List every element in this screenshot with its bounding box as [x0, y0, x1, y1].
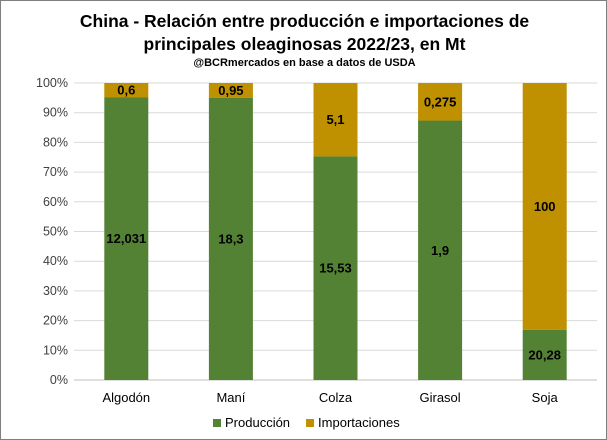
y-tick-label: 60% — [43, 195, 68, 209]
legend-label: Producción — [225, 415, 290, 430]
y-tick-label: 20% — [43, 314, 68, 328]
data-label: 0,6 — [117, 83, 135, 98]
data-label: 0,95 — [218, 83, 243, 98]
bar-segment — [418, 120, 463, 380]
bar-segment — [208, 83, 253, 98]
x-tick-label: Algodón — [102, 390, 150, 405]
x-tick-label: Maní — [216, 390, 245, 405]
data-label: 1,9 — [431, 243, 449, 258]
data-label: 18,3 — [218, 231, 243, 246]
data-label: 12,031 — [106, 231, 146, 246]
legend-swatch — [306, 419, 315, 427]
bar-segment — [104, 83, 149, 98]
y-tick-label: 100% — [36, 76, 68, 90]
y-tick-label: 50% — [43, 225, 68, 239]
bar-segment — [418, 83, 463, 121]
chart-subtitle: @BCRmercados en base a datos de USDA — [193, 57, 416, 69]
bar-segment — [313, 156, 358, 380]
x-tick-label: Soja — [532, 390, 559, 405]
chart-title-line2: principales oleaginosas 2022/23, en Mt — [143, 34, 466, 54]
x-tick-label: Colza — [319, 390, 353, 405]
legend-swatch — [213, 419, 221, 427]
data-label: 0,275 — [424, 94, 457, 109]
y-tick-label: 30% — [43, 284, 68, 298]
y-tick-label: 10% — [43, 343, 68, 357]
data-label: 20,28 — [528, 347, 561, 362]
y-tick-label: 0% — [50, 373, 68, 387]
y-tick-label: 70% — [43, 165, 68, 179]
y-tick-label: 80% — [43, 135, 68, 149]
bar-segment — [208, 97, 253, 381]
bar-segment — [313, 83, 358, 157]
bar-segment — [522, 83, 567, 330]
legend-label: Importaciones — [318, 415, 400, 430]
data-label: 5,1 — [326, 112, 344, 127]
data-label: 15,53 — [319, 261, 352, 276]
data-label: 100 — [534, 199, 556, 214]
bar-segment — [104, 97, 149, 380]
x-tick-label: Girasol — [420, 390, 461, 405]
bar-segment — [522, 329, 567, 380]
chart-title: China - Relación entre producción e impo… — [79, 11, 530, 31]
y-tick-label: 90% — [43, 106, 68, 120]
y-tick-label: 40% — [43, 254, 68, 268]
